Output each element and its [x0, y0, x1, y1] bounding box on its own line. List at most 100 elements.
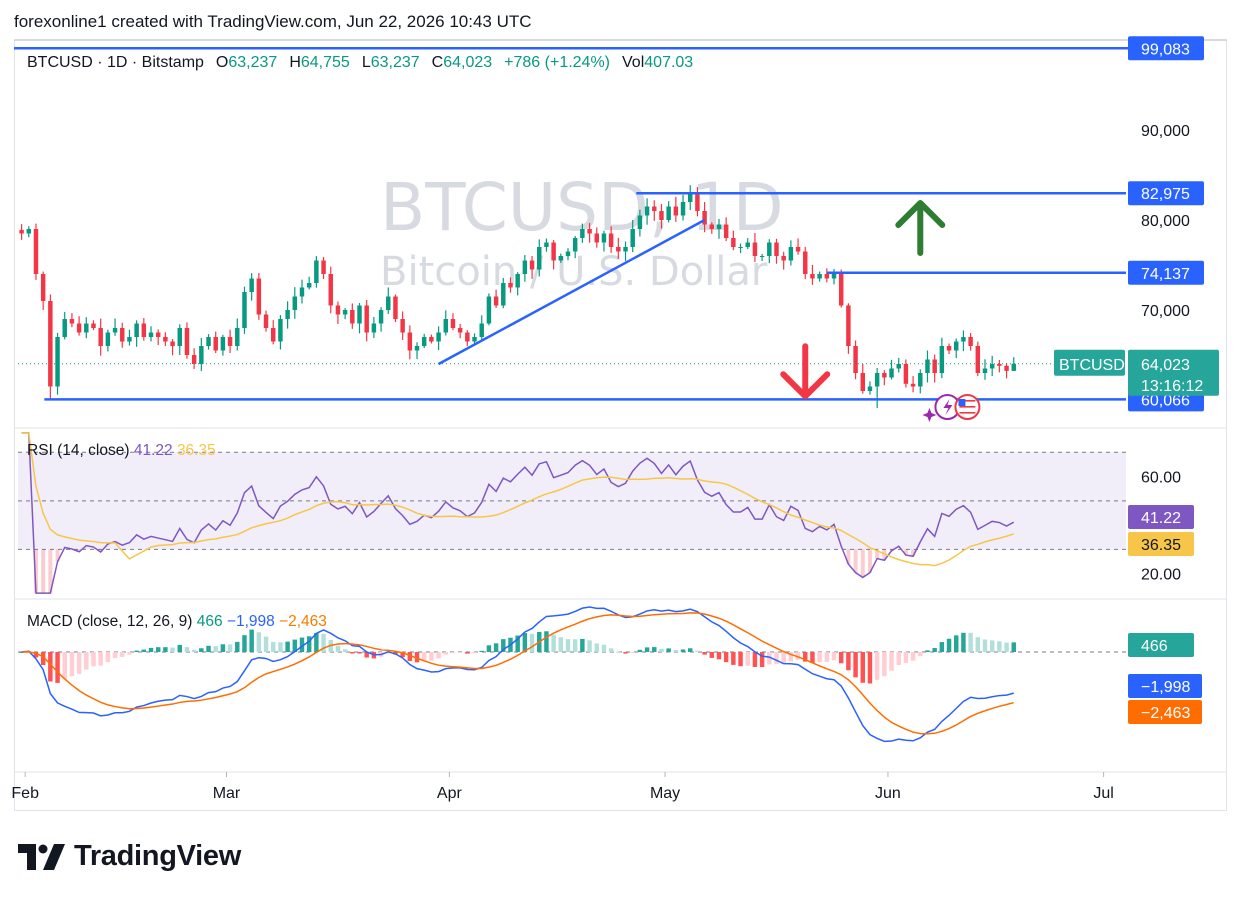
candle-body[interactable] — [414, 346, 420, 351]
candle-body[interactable] — [364, 305, 369, 333]
candle-body[interactable] — [565, 251, 571, 257]
candle-body[interactable] — [206, 337, 211, 346]
rsi-legend[interactable]: RSI (14, close) 41.22 36.35 — [27, 442, 216, 460]
candle-body[interactable] — [810, 274, 815, 279]
candle-body[interactable] — [69, 319, 75, 324]
candle-body[interactable] — [472, 337, 477, 342]
candle-body[interactable] — [314, 260, 319, 284]
candle-body[interactable] — [292, 296, 298, 311]
candle-body[interactable] — [40, 274, 46, 301]
candle-body[interactable] — [918, 373, 923, 387]
candle-body[interactable] — [19, 229, 24, 234]
candle-body[interactable] — [98, 328, 103, 346]
candle-body[interactable] — [199, 346, 204, 364]
candle-body[interactable] — [522, 260, 528, 275]
candle-body[interactable] — [141, 323, 147, 338]
candle-body[interactable] — [299, 287, 305, 297]
candle-body[interactable] — [91, 323, 96, 329]
candle-body[interactable] — [558, 256, 564, 261]
candle-body[interactable] — [666, 206, 671, 221]
signal-line[interactable] — [21, 612, 1014, 735]
candle-body[interactable] — [177, 328, 182, 346]
candle-body[interactable] — [271, 328, 276, 342]
candle-body[interactable] — [227, 337, 233, 346]
candle-body[interactable] — [436, 332, 441, 342]
candle-body[interactable] — [853, 346, 858, 373]
candle-body[interactable] — [687, 193, 693, 202]
candle-body[interactable] — [889, 368, 894, 378]
candle-body[interactable] — [544, 242, 549, 248]
rsi-ma-line[interactable] — [21, 432, 1014, 567]
candle-body[interactable] — [867, 386, 873, 392]
candle-body[interactable] — [695, 193, 700, 211]
candle-body[interactable] — [601, 233, 607, 243]
candle-body[interactable] — [479, 323, 484, 338]
candle-body[interactable] — [350, 310, 355, 324]
candle-body[interactable] — [84, 323, 89, 333]
candle-body[interactable] — [220, 337, 226, 351]
candle-body[interactable] — [709, 224, 715, 230]
candle-body[interactable] — [961, 337, 966, 342]
candle-body[interactable] — [335, 305, 341, 315]
trendline[interactable] — [437, 218, 706, 366]
candle-body[interactable] — [954, 341, 959, 351]
candle-body[interactable] — [932, 359, 937, 374]
candle-body[interactable] — [738, 247, 743, 248]
candle-body[interactable] — [975, 346, 981, 373]
candle-body[interactable] — [134, 323, 139, 338]
candle-body[interactable] — [997, 364, 1002, 366]
candle-body[interactable] — [421, 337, 427, 346]
candle-body[interactable] — [529, 260, 535, 270]
candle-body[interactable] — [788, 247, 794, 261]
candle-body[interactable] — [112, 328, 118, 333]
candle-body[interactable] — [594, 233, 599, 243]
candle-body[interactable] — [623, 247, 628, 252]
candle-body[interactable] — [939, 346, 945, 373]
candle-body[interactable] — [342, 310, 348, 315]
candle-body[interactable] — [860, 373, 865, 391]
candle-body[interactable] — [306, 283, 312, 288]
candle-body[interactable] — [882, 373, 887, 378]
candle-body[interactable] — [767, 242, 772, 257]
candle-body[interactable] — [644, 206, 650, 216]
candle-body[interactable] — [62, 319, 67, 337]
candle-body[interactable] — [831, 274, 837, 279]
candle-body[interactable] — [493, 296, 499, 306]
candle-body[interactable] — [587, 229, 592, 234]
candle-body[interactable] — [256, 278, 262, 315]
candle-body[interactable] — [946, 346, 952, 351]
candle-body[interactable] — [407, 332, 413, 351]
candle-body[interactable] — [659, 211, 664, 220]
candle-body[interactable] — [48, 301, 53, 387]
candle-body[interactable] — [120, 328, 125, 342]
candle-body[interactable] — [616, 247, 621, 252]
candle-body[interactable] — [1004, 365, 1009, 371]
candle-body[interactable] — [731, 238, 736, 247]
candle-body[interactable] — [824, 274, 830, 279]
candle-body[interactable] — [371, 323, 377, 333]
candle-body[interactable] — [551, 242, 556, 261]
candle-body[interactable] — [429, 337, 434, 342]
candle-body[interactable] — [191, 355, 197, 364]
candle-body[interactable] — [378, 310, 384, 324]
candle-body[interactable] — [580, 229, 585, 238]
candle-body[interactable] — [33, 229, 39, 274]
candle-body[interactable] — [702, 211, 707, 225]
candle-body[interactable] — [608, 233, 614, 248]
candle-body[interactable] — [745, 242, 750, 248]
rsi-line[interactable] — [21, 432, 1015, 594]
candle-body[interactable] — [572, 238, 578, 252]
candle-body[interactable] — [148, 332, 154, 338]
macd-line[interactable] — [21, 606, 1014, 743]
symbol-tag-label[interactable]: BTCUSD — [1059, 357, 1125, 374]
candle-body[interactable] — [127, 337, 132, 342]
candle-body[interactable] — [278, 319, 283, 342]
symbol-label[interactable]: BTCUSD · 1D · Bitstamp — [27, 54, 204, 71]
candle-body[interactable] — [26, 229, 32, 234]
level-tag-99083[interactable]: 99,083 — [1141, 41, 1190, 58]
candle-body[interactable] — [235, 328, 240, 346]
candle-body[interactable] — [874, 373, 880, 387]
candle-body[interactable] — [450, 319, 456, 328]
candle-body[interactable] — [357, 305, 362, 324]
